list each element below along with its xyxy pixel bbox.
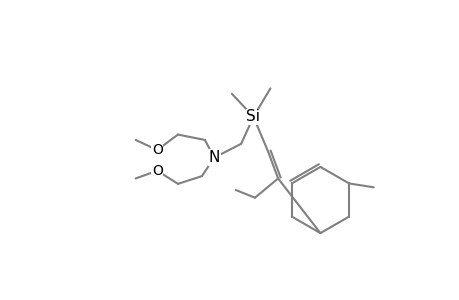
Text: O: O xyxy=(151,143,162,157)
Text: N: N xyxy=(208,150,219,165)
Text: Si: Si xyxy=(246,109,260,124)
Text: O: O xyxy=(151,164,162,178)
